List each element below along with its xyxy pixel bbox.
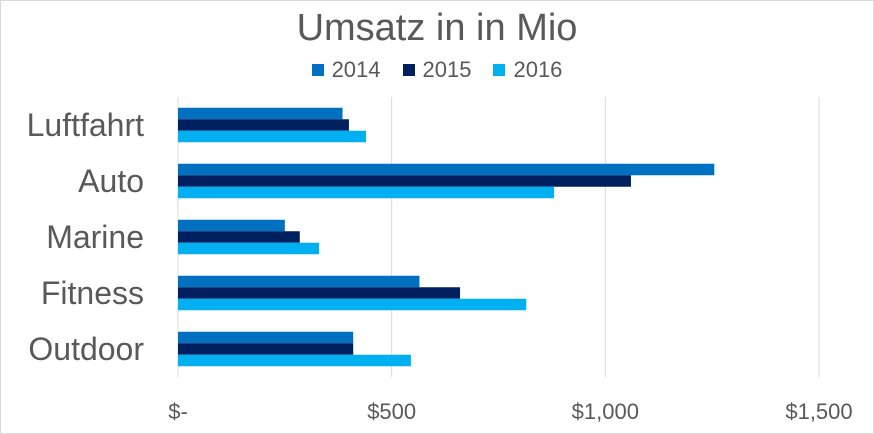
legend-swatch-2015 <box>402 64 415 76</box>
bar-marine-2016 <box>178 242 320 255</box>
legend-label-2014: 2014 <box>331 57 381 82</box>
legend-label-2016: 2016 <box>513 57 563 82</box>
category-label-3: Fitness <box>41 275 144 311</box>
legend-item-2016: 2016 <box>493 57 562 83</box>
bar-fitness-2015 <box>178 287 461 299</box>
x-tick-label-1: $500 <box>367 399 416 424</box>
bar-luftfahrt-2014 <box>178 107 343 120</box>
x-tick-label-3: $1,500 <box>785 399 852 424</box>
bar-outdoor-2014 <box>178 331 354 344</box>
chart-title: Umsatz in in Mio <box>296 7 578 49</box>
bar-marine-2015 <box>178 231 300 243</box>
category-label-2: Marine <box>46 219 144 255</box>
legend-item-2015: 2015 <box>402 57 472 83</box>
bar-outdoor-2016 <box>178 354 411 367</box>
legend-swatch-2014 <box>311 64 324 76</box>
category-label-1: Auto <box>78 163 144 199</box>
bar-auto-2014 <box>178 163 715 176</box>
bar-luftfahrt-2016 <box>178 130 367 143</box>
bar-fitness-2014 <box>178 275 420 288</box>
category-label-0: Luftfahrt <box>27 107 145 143</box>
chart-legend: 2014 2015 2016 <box>1 57 873 83</box>
bar-auto-2015 <box>178 175 631 187</box>
bar-marine-2014 <box>178 219 285 232</box>
legend-label-2015: 2015 <box>422 57 472 82</box>
legend-item-2014: 2014 <box>311 57 381 83</box>
bar-luftfahrt-2015 <box>178 119 349 131</box>
category-label-4: Outdoor <box>28 331 144 367</box>
x-tick-label-2: $1,000 <box>572 399 639 424</box>
bar-outdoor-2015 <box>178 343 354 355</box>
legend-swatch-2016 <box>493 64 506 76</box>
x-tick-label-0: $- <box>168 399 188 424</box>
bar-auto-2016 <box>178 186 555 199</box>
bar-fitness-2016 <box>178 298 527 311</box>
